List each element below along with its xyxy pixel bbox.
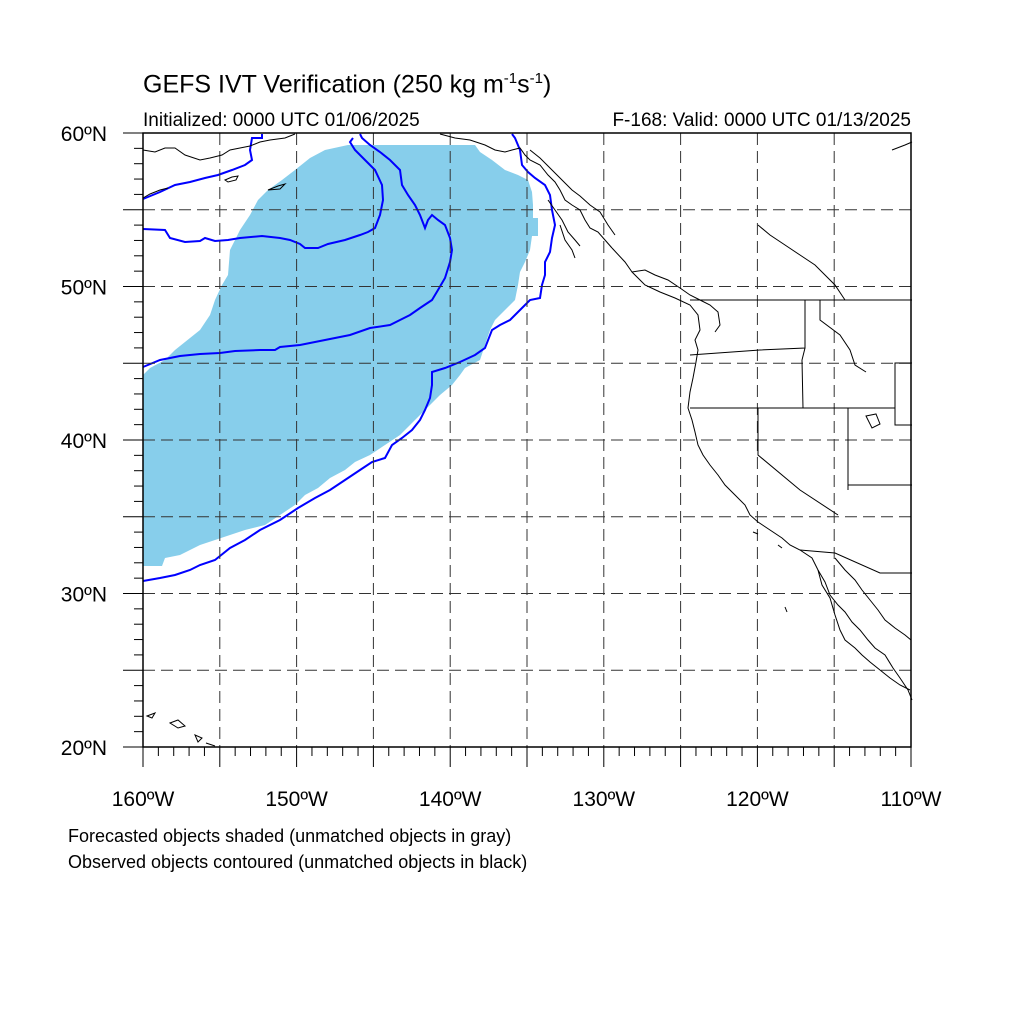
axis-ticks	[123, 132, 912, 767]
lon-label: 120ºW	[726, 788, 789, 811]
observed-ivt-contours	[142, 133, 557, 582]
lat-label: 30ºN	[61, 584, 107, 607]
lon-label: 110ºW	[881, 788, 942, 811]
lat-labels: 60ºN 50ºN 40ºN 30ºN 20ºN	[61, 123, 107, 760]
lat-label: 40ºN	[61, 430, 107, 453]
initialized-time: Initialized: 0000 UTC 01/06/2025	[143, 110, 420, 131]
lon-labels: 160ºW 150ºW 140ºW 130ºW 120ºW 110ºW	[112, 788, 942, 811]
legend-forecast-note: Forecasted objects shaded (unmatched obj…	[68, 826, 512, 846]
lon-label: 140ºW	[419, 788, 482, 811]
map-title: GEFS IVT Verification (250 kg m-1s-1)	[143, 70, 552, 99]
lat-label: 50ºN	[61, 277, 107, 300]
valid-time: F-168: Valid: 0000 UTC 01/13/2025	[612, 110, 911, 131]
legend-observed-note: Observed objects contoured (unmatched ob…	[68, 852, 528, 872]
lat-lon-grid	[143, 133, 911, 747]
lat-label: 60ºN	[61, 123, 107, 146]
forecast-ivt-object	[143, 145, 538, 566]
lon-label: 150ºW	[265, 788, 328, 811]
coastlines-and-borders	[142, 133, 913, 747]
lat-label: 20ºN	[61, 737, 107, 760]
lon-label: 130ºW	[573, 788, 636, 811]
lon-label: 160ºW	[112, 788, 175, 811]
